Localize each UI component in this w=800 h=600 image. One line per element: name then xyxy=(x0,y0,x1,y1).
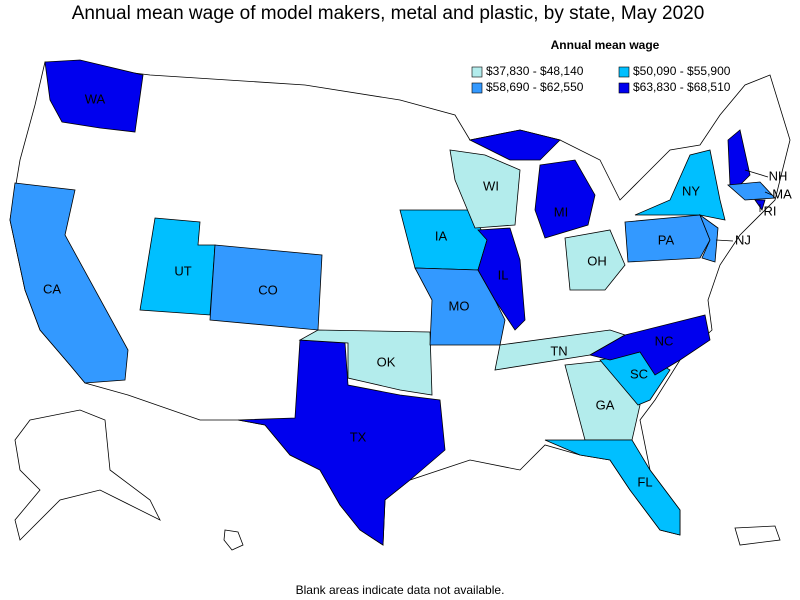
map-title: Annual mean wage of model makers, metal … xyxy=(72,3,705,24)
state xyxy=(727,181,776,201)
legend-label: $37,830 - $48,140 xyxy=(486,64,584,78)
state-label: PA xyxy=(658,232,675,247)
state-label: MI xyxy=(554,204,568,219)
state-label: NC xyxy=(655,333,674,348)
state xyxy=(634,149,726,221)
state xyxy=(544,439,681,536)
state-label: SC xyxy=(630,366,648,381)
state-label: NY xyxy=(682,183,700,198)
state xyxy=(9,182,129,384)
state-label: TX xyxy=(350,429,367,444)
state-label: NH xyxy=(769,168,788,183)
legend-label: $58,690 - $62,550 xyxy=(486,80,584,94)
state-label: CO xyxy=(258,282,278,297)
legend-title: Annual mean wage xyxy=(551,38,660,52)
leader-line xyxy=(764,191,773,196)
leader-line xyxy=(715,239,734,242)
state xyxy=(449,149,521,229)
state xyxy=(564,229,626,291)
state-label: OK xyxy=(377,354,396,369)
legend-swatch xyxy=(618,66,630,78)
state xyxy=(468,129,561,161)
puerto-rico xyxy=(734,525,781,546)
state xyxy=(727,129,751,186)
state xyxy=(237,339,446,546)
state-label: IL xyxy=(498,267,509,282)
state-label: MO xyxy=(449,298,470,313)
legend-label: $50,090 - $55,900 xyxy=(633,64,731,78)
state-label: TN xyxy=(550,343,567,358)
state-label: IA xyxy=(435,228,448,243)
legend-swatch xyxy=(471,66,483,78)
state xyxy=(477,227,526,331)
state-label: NJ xyxy=(735,232,751,247)
leader-line xyxy=(744,169,769,178)
legend-swatch xyxy=(471,82,483,94)
alaska xyxy=(14,409,161,541)
state-label: GA xyxy=(596,397,615,412)
states: WA CA UT CO TX OK IA MO IL WI MI OH TN GA SC NC FL PA NY NJ… xyxy=(9,59,792,546)
state-label: UT xyxy=(174,263,191,278)
legend: Annual mean wage $37,830 - $48,140 $50,09… xyxy=(471,38,731,94)
state-label: FL xyxy=(637,474,652,489)
footnote: Blank areas indicate data not available. xyxy=(296,583,505,597)
state xyxy=(699,213,719,263)
state xyxy=(588,314,711,376)
state-label: RI xyxy=(764,203,777,218)
hawaii xyxy=(223,529,244,551)
state xyxy=(534,159,596,239)
state-label: WI xyxy=(483,178,499,193)
legend-label: $63,830 - $68,510 xyxy=(633,80,731,94)
state xyxy=(624,214,711,263)
state-label: WA xyxy=(85,91,106,106)
state-label: MA xyxy=(772,186,792,201)
state xyxy=(44,59,144,133)
legend-swatch xyxy=(618,82,630,94)
state-label: CA xyxy=(43,281,61,296)
state-label: OH xyxy=(587,253,607,268)
